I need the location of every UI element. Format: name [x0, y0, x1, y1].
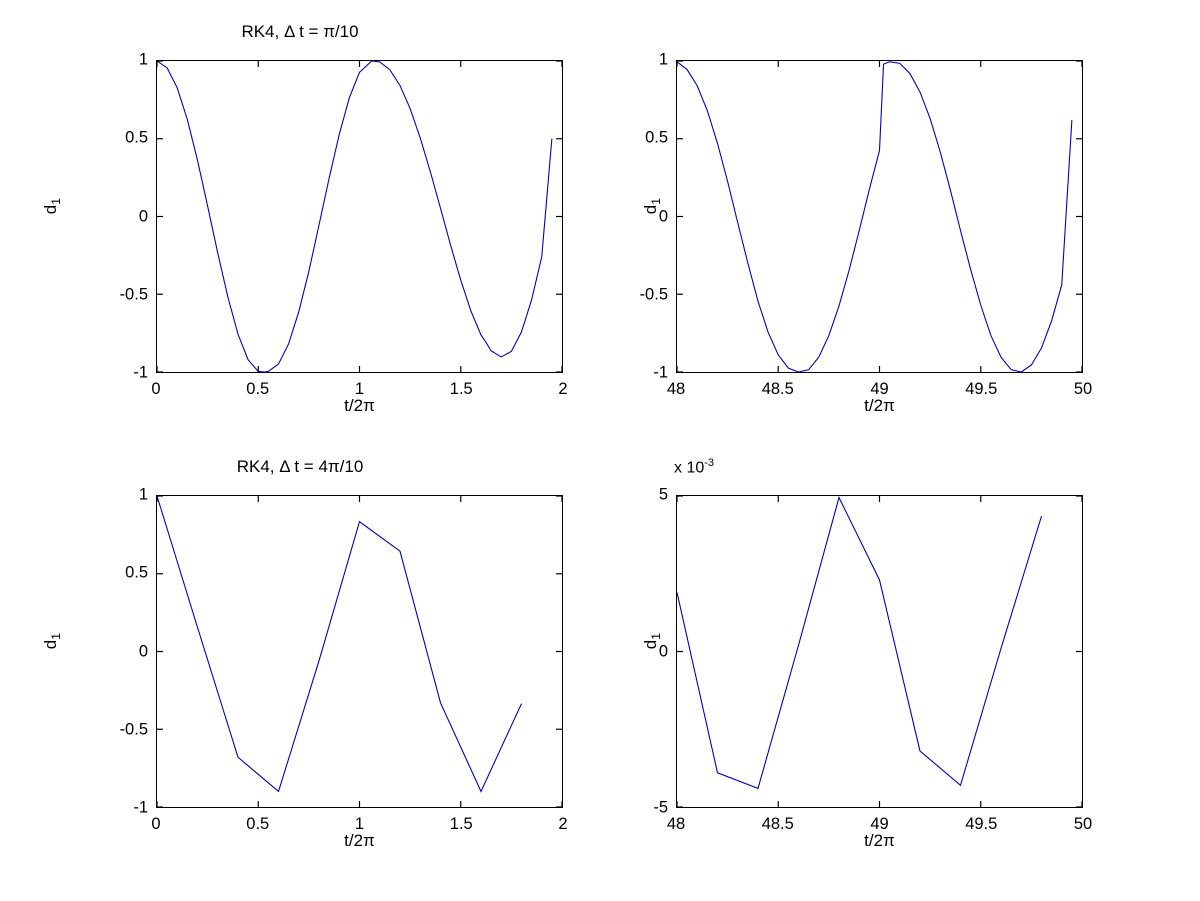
y-axis-label-base: d	[40, 639, 60, 650]
y-tick-label: 0.5	[125, 563, 148, 582]
y-axis-label-top-left: d1	[41, 176, 63, 236]
x-tick-label: 50	[1073, 815, 1093, 833]
x-tick-label: 48	[666, 815, 686, 833]
x-tick-label: 1.5	[449, 815, 473, 833]
exponent-mantissa: x 10	[674, 459, 705, 477]
y-tick-label: 0	[138, 642, 148, 660]
plot-curve-bottom-left	[157, 496, 562, 807]
y-tick-label: 0	[658, 207, 668, 225]
x-tick-label: 49	[870, 815, 889, 833]
x-tick-label: 1	[354, 815, 365, 833]
subplot-top-left: RK4, Δ t = π/10 d1 t/2π	[0, 0, 600, 450]
x-tick-label: 0.5	[246, 380, 270, 398]
plot-area-bottom-left[interactable]	[156, 495, 563, 808]
y-tick-label: 1	[138, 485, 148, 504]
x-tick-label: 1	[354, 380, 365, 398]
x-tick-label: 49	[870, 380, 889, 398]
y-tick-label: 0	[658, 642, 668, 660]
x-tick-label: 1.5	[449, 380, 473, 398]
plot-area-top-left[interactable]	[156, 60, 563, 373]
x-tick-label: 2	[558, 815, 568, 833]
x-axis-label-top-right: t/2π	[864, 396, 895, 415]
y-tick-label: 0.5	[645, 128, 668, 147]
y-axis-label-subscript: 1	[649, 198, 664, 205]
x-tick-label: 0	[151, 815, 161, 833]
y-tick-label: 0.5	[125, 128, 148, 147]
plot-curve-top-left	[157, 61, 562, 372]
subplot-bottom-right: x 10-3 d1 t/2π	[600, 450, 1200, 901]
y-tick-label: -0.5	[119, 285, 148, 304]
y-tick-label: -0.5	[639, 285, 668, 304]
x-tick-label: 0	[151, 380, 161, 398]
x-axis-label-top-left: t/2π	[344, 396, 375, 415]
plot-area-bottom-right[interactable]	[676, 495, 1083, 808]
y-tick-label: 1	[138, 50, 148, 69]
y-axis-label-bottom-left: d1	[41, 611, 63, 671]
x-tick-label: 2	[558, 380, 568, 398]
y-axis-label-base: d	[40, 204, 60, 215]
subplot-bottom-left: RK4, Δ t = 4π/10 d1 t/2π	[0, 450, 600, 901]
y-axis-exponent-label: x 10-3	[674, 457, 714, 477]
y-tick-label: -5	[653, 798, 668, 817]
y-tick-label: -1	[133, 798, 148, 817]
plot-curve-top-right	[677, 61, 1082, 372]
plot-curve-bottom-right	[677, 496, 1082, 807]
y-tick-label: 1	[658, 50, 668, 69]
x-tick-label: 48.5	[761, 380, 794, 398]
subplot-title-bottom-left: RK4, Δ t = 4π/10	[236, 457, 364, 476]
plot-area-top-right[interactable]	[676, 60, 1083, 373]
x-axis-label-bottom-left: t/2π	[344, 831, 375, 850]
y-tick-label: -1	[133, 363, 148, 382]
y-tick-label: 5	[658, 485, 668, 504]
y-axis-label-subscript: 1	[49, 633, 64, 640]
y-tick-label: -0.5	[119, 720, 148, 739]
x-tick-label: 49.5	[965, 380, 998, 398]
y-axis-label-subscript: 1	[649, 633, 664, 640]
exponent-power: -3	[704, 457, 715, 469]
x-tick-label: 48.5	[761, 815, 794, 833]
x-tick-label: 49.5	[965, 815, 998, 833]
y-tick-label: 0	[138, 207, 148, 225]
x-axis-label-bottom-right: t/2π	[864, 831, 895, 850]
x-tick-label: 0.5	[246, 815, 270, 833]
subplot-title-top-left: RK4, Δ t = π/10	[241, 22, 359, 41]
subplot-top-right: d1 t/2π	[600, 0, 1200, 450]
y-tick-label: -1	[653, 363, 668, 382]
x-tick-label: 48	[666, 380, 686, 398]
y-axis-label-subscript: 1	[49, 198, 64, 205]
x-tick-label: 50	[1073, 380, 1093, 398]
